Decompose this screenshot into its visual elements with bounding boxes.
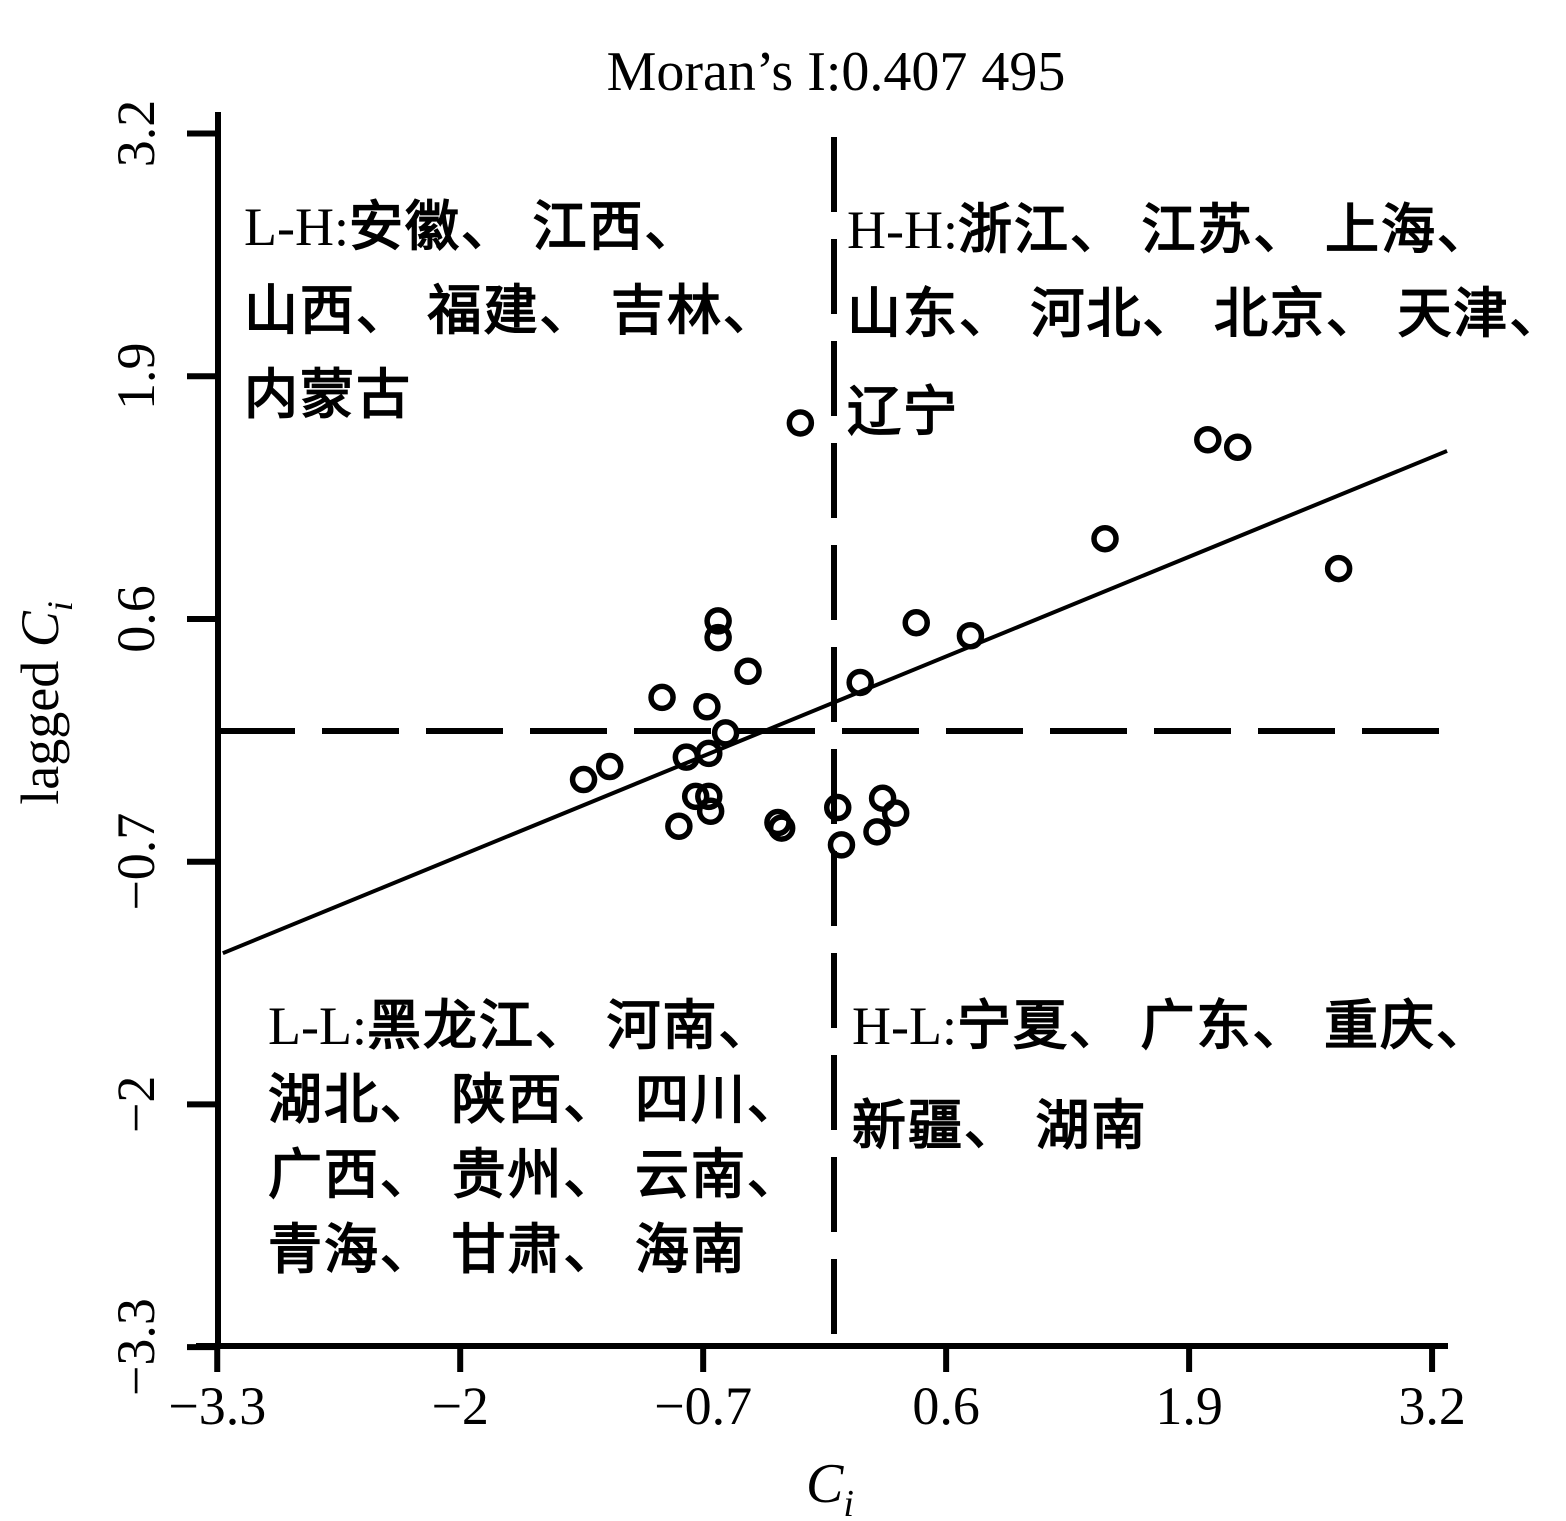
x-tick-label: 1.9 [1155, 1376, 1223, 1436]
data-point [665, 812, 693, 840]
data-point [767, 814, 796, 842]
quadrant-key: H-H: [847, 200, 958, 260]
quadrant-label-line: 湖北、 陕西、 四川、 [268, 1070, 803, 1130]
data-point [648, 683, 676, 712]
quadrant-label-line: H-L:宁夏、 广东、 重庆、 [852, 996, 1492, 1056]
data-point [827, 831, 856, 859]
quadrant-key: L-H: [244, 197, 349, 257]
regression-line-group [222, 449, 1448, 956]
quadrant-key: L-L: [268, 996, 367, 1056]
data-point [711, 719, 740, 747]
data-point [569, 765, 598, 794]
data-point [902, 608, 930, 637]
quadrant-provinces: 黑龙江、 河南、 [367, 996, 775, 1056]
x-tick-label: −3.3 [168, 1376, 266, 1436]
data-point [956, 622, 985, 650]
quadrant-label-line: 新疆、 湖南 [852, 1096, 1148, 1156]
axis-labels: lagged Ci Ci [10, 601, 854, 1521]
data-point [693, 692, 721, 721]
y-tick-label: 1.9 [106, 343, 166, 411]
data-point [1223, 433, 1252, 461]
x-tick-label: 0.6 [912, 1376, 980, 1436]
data-point [823, 793, 852, 822]
quadrant-label-line: H-H:浙江、 江苏、 上海、 [847, 200, 1493, 260]
data-point [863, 818, 891, 846]
data-point [1324, 554, 1353, 583]
quadrant-label-line: 青海、 甘肃、 海南 [268, 1220, 747, 1280]
tick-labels: −3.3 −2 −0.7 0.6 1.9 3.2 −3.3 −2 −0.7 0.6 1.9 3.2 [106, 100, 1466, 1436]
data-point [681, 782, 710, 811]
data-point [1091, 524, 1119, 553]
y-tick-label: −2 [106, 1076, 166, 1133]
regression-line [222, 449, 1448, 956]
quadrant-label-line: 广西、 贵州、 云南、 [268, 1145, 803, 1205]
axes [196, 112, 1448, 1349]
quadrant-provinces: 浙江、 江苏、 上海、 [958, 200, 1493, 260]
quadrant-label-line: 内蒙古 [244, 365, 412, 425]
data-point [695, 782, 723, 811]
data-point [734, 657, 762, 686]
tick-marks [187, 130, 1436, 1372]
quadrant-label-line: 山西、 福建、 吉林、 [244, 281, 779, 341]
x-tick-label: −2 [431, 1376, 488, 1436]
x-tick-label: −0.7 [654, 1376, 752, 1436]
data-point [846, 668, 874, 697]
data-point [1194, 425, 1222, 454]
chart-title: Moran’s I:0.407 495 [607, 41, 1066, 103]
data-point [695, 739, 723, 768]
y-tick-label: −3.3 [106, 1298, 166, 1396]
quadrant-label-line: 辽宁 [847, 382, 959, 442]
y-axis-title: lagged Ci [10, 601, 80, 805]
y-tick-label: −0.7 [106, 813, 166, 911]
scatter-points [569, 409, 1353, 859]
quadrant-provinces: 安徽、 江西、 [349, 197, 701, 257]
quadrant-labels: L-H:安徽、 江西、山西、 福建、 吉林、内蒙古 H-H:浙江、 江苏、 上海、… [244, 197, 1566, 1280]
y-tick-label: 3.2 [106, 100, 166, 168]
data-point [595, 752, 624, 781]
quadrant-label-line: 山东、 河北、 北京、 天津、 [847, 284, 1566, 344]
data-point [696, 797, 725, 826]
quadrant-key: H-L: [852, 996, 957, 1056]
data-point [881, 799, 910, 827]
data-point [786, 409, 815, 437]
quadrant-label-line: L-L:黑龙江、 河南、 [268, 996, 774, 1056]
quadrant-provinces: 宁夏、 广东、 重庆、 [957, 996, 1492, 1056]
x-axis-title: Ci [806, 1453, 854, 1521]
quadrant-label-line: L-H:安徽、 江西、 [244, 197, 700, 257]
data-point [704, 623, 732, 652]
y-tick-label: 0.6 [106, 585, 166, 653]
x-tick-label: 3.2 [1398, 1376, 1466, 1436]
data-point [704, 607, 732, 635]
